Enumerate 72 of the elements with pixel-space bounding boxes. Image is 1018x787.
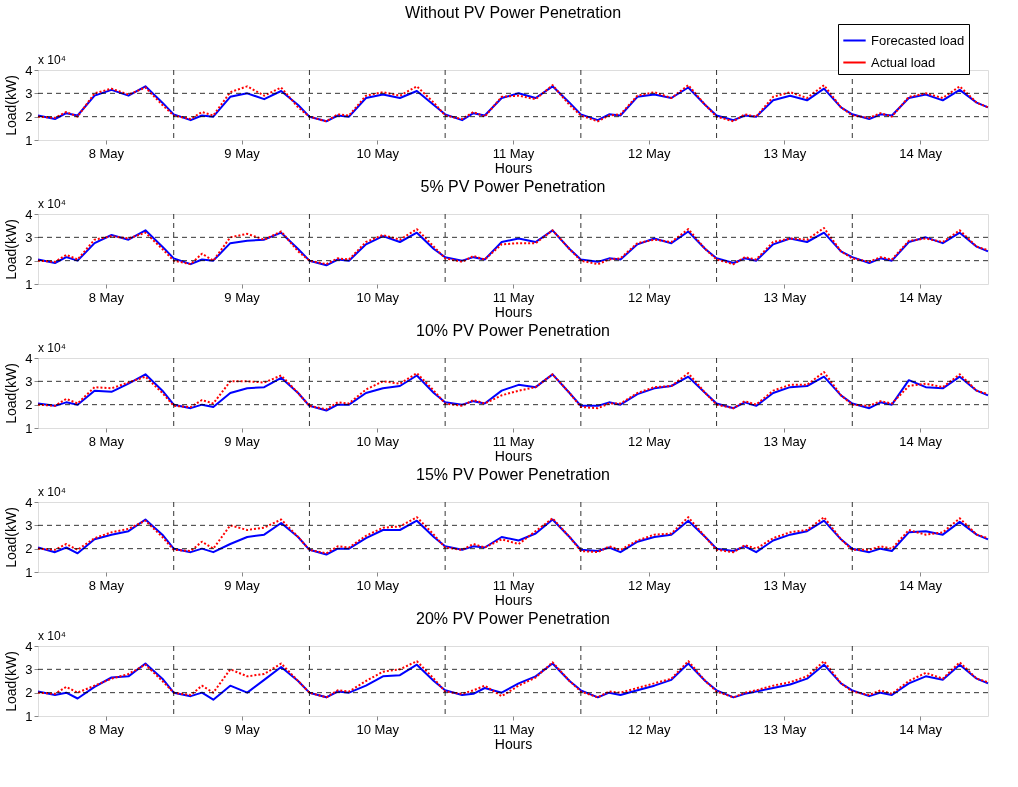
x-tick-label: 9 May bbox=[224, 145, 261, 161]
x-tick-label: 11 May bbox=[492, 433, 535, 449]
y-tick-label: 2 bbox=[25, 109, 33, 125]
x-tick-label: 11 May bbox=[492, 721, 535, 737]
y-axis-title: Load(kW) bbox=[3, 75, 20, 136]
x-tick-label: 11 May bbox=[492, 145, 535, 161]
x-tick-label: 8 May bbox=[88, 433, 125, 449]
y-axis-title: Load(kW) bbox=[3, 651, 20, 712]
x-tick-label: 8 May bbox=[88, 577, 125, 593]
x-tick-label: 9 May bbox=[224, 289, 261, 305]
y-tick-label: 1 bbox=[25, 276, 33, 292]
x-tick-label: 12 May bbox=[627, 721, 672, 737]
x-tick-label: 13 May bbox=[763, 577, 807, 593]
y-tick-label: 4 bbox=[25, 494, 33, 510]
y-tick-label: 3 bbox=[25, 85, 33, 101]
y-tick-label: 3 bbox=[25, 517, 33, 533]
y-tick-label: 4 bbox=[25, 62, 33, 78]
chart-title: 10% PV Power Penetration bbox=[416, 322, 610, 339]
chart-title: 15% PV Power Penetration bbox=[416, 466, 610, 483]
chart-title: 20% PV Power Penetration bbox=[416, 610, 610, 627]
x-tick-label: 14 May bbox=[899, 433, 943, 449]
y-tick-label: 3 bbox=[25, 661, 33, 677]
x-tick-label: 13 May bbox=[763, 433, 807, 449]
legend-label: Actual load bbox=[871, 54, 936, 70]
x-tick-label: 8 May bbox=[88, 145, 125, 161]
y-tick-label: 3 bbox=[25, 373, 33, 389]
x-tick-label: 12 May bbox=[627, 289, 672, 305]
y-tick-label: 1 bbox=[25, 708, 33, 724]
y-tick-label: 2 bbox=[25, 685, 33, 701]
y-axis-title: Load(kW) bbox=[3, 363, 20, 424]
y-tick-label: 2 bbox=[25, 253, 33, 269]
x-tick-label: 9 May bbox=[224, 577, 261, 593]
y-tick-label: 1 bbox=[25, 564, 33, 580]
x-tick-label: 10 May bbox=[356, 433, 400, 449]
x-tick-label: 14 May bbox=[899, 721, 943, 737]
x-tick-label: 13 May bbox=[763, 721, 807, 737]
x-tick-label: 12 May bbox=[627, 433, 672, 449]
text: x 10⁴ bbox=[38, 53, 66, 67]
x-tick-label: 10 May bbox=[356, 721, 400, 737]
y-tick-label: 2 bbox=[25, 541, 33, 557]
x-tick-label: 8 May bbox=[88, 721, 125, 737]
x-tick-label: 12 May bbox=[627, 577, 672, 593]
x-tick-label: 12 May bbox=[627, 145, 672, 161]
y-tick-label: 1 bbox=[25, 420, 33, 436]
chart-title: Without PV Power Penetration bbox=[404, 3, 622, 21]
x-tick-label: 14 May bbox=[899, 577, 943, 593]
y-tick-label: 1 bbox=[25, 132, 33, 148]
x-tick-label: 8 May bbox=[88, 289, 125, 305]
text: x 10⁴ bbox=[38, 485, 66, 499]
x-tick-label: 13 May bbox=[763, 145, 807, 161]
legend-label: Forecasted load bbox=[871, 32, 965, 48]
y-tick-label: 2 bbox=[25, 397, 33, 413]
x-tick-label: 11 May bbox=[492, 577, 535, 593]
text: x 10⁴ bbox=[38, 341, 66, 355]
text: x 10⁴ bbox=[38, 629, 66, 643]
y-axis-title: Load(kW) bbox=[3, 507, 20, 568]
x-tick-label: 10 May bbox=[356, 289, 400, 305]
x-tick-label: 9 May bbox=[224, 721, 261, 737]
chart-title: 5% PV Power Penetration bbox=[420, 178, 606, 195]
x-tick-label: 9 May bbox=[224, 433, 261, 449]
x-tick-label: 14 May bbox=[899, 289, 943, 305]
x-tick-label: 10 May bbox=[356, 145, 400, 161]
x-tick-label: 14 May bbox=[899, 145, 943, 161]
x-tick-label: 11 May bbox=[492, 289, 535, 305]
y-tick-label: 4 bbox=[25, 638, 33, 654]
y-tick-label: 4 bbox=[25, 206, 33, 222]
y-axis-title: Load(kW) bbox=[3, 219, 20, 280]
y-tick-label: 4 bbox=[25, 350, 33, 366]
y-tick-label: 3 bbox=[25, 229, 33, 245]
x-tick-label: 10 May bbox=[356, 577, 400, 593]
x-tick-label: 13 May bbox=[763, 289, 807, 305]
text: x 10⁴ bbox=[38, 197, 66, 211]
